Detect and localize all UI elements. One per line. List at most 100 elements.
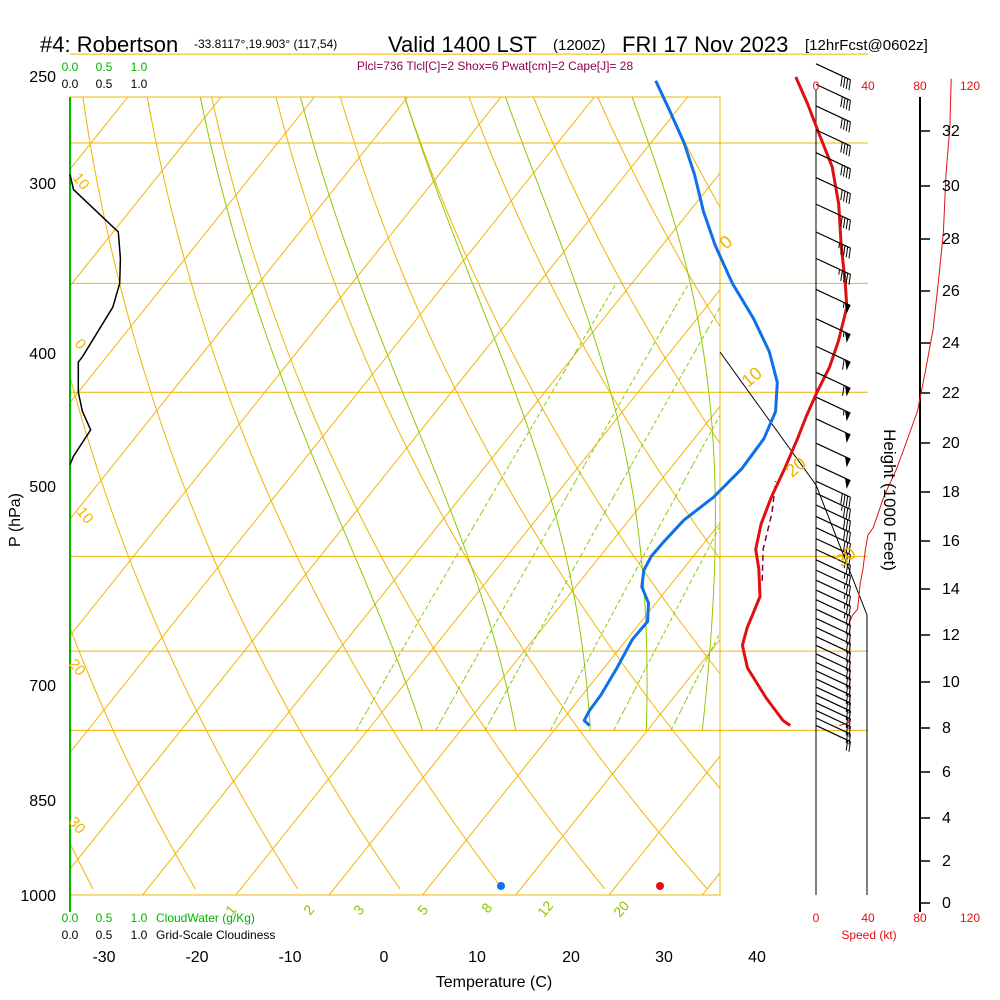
wind-barb (815, 345, 851, 371)
moist-adiabat-line (484, 609, 487, 613)
moist-adiabat-line (369, 593, 373, 597)
dry-adiabat-line (158, 416, 163, 426)
dry-adiabat-line (626, 792, 634, 802)
speed-tick-label: 80 (913, 79, 927, 93)
dry-adiabat-line (634, 680, 642, 690)
dry-adiabat-line (666, 360, 673, 370)
mixing-ratio-line (623, 699, 630, 711)
dry-adiabat-line (594, 496, 601, 506)
moist-adiabat-line (549, 497, 553, 502)
dry-adiabat-line (244, 800, 250, 810)
dry-adiabat-line (291, 544, 296, 554)
dry-adiabat-line (418, 136, 422, 146)
dry-adiabat-line (512, 632, 519, 642)
dry-adiabat-line (88, 136, 91, 146)
dry-adiabat-line (354, 504, 360, 514)
wind-barb (815, 702, 851, 730)
mixing-ratio-line (658, 512, 668, 528)
moist-adiabat-line (320, 476, 324, 482)
dry-adiabat-line (551, 424, 557, 434)
moist-adiabat-line (322, 174, 326, 183)
wind-barb-flag (840, 118, 843, 129)
dry-adiabat-line (350, 496, 356, 506)
dry-adiabat-line (571, 184, 577, 194)
dry-adiabat-line (587, 216, 592, 226)
wind-barb-shaft (815, 504, 851, 522)
dry-adiabat-line (391, 576, 398, 586)
temperature-line (740, 76, 849, 727)
moist-adiabat-line (273, 356, 277, 363)
wind-barb-flag (848, 193, 851, 205)
moist-adiabat-line (632, 100, 638, 110)
dry-adiabat-line (242, 432, 247, 442)
cloudwater-tick-label: 0.5 (96, 60, 113, 74)
isotherm-line (69, 96, 688, 870)
dry-adiabat-line (331, 624, 337, 634)
mixing-ratio-line (529, 411, 542, 431)
y-axis-title: P (hPa) (7, 493, 24, 547)
dry-adiabat-line (236, 416, 241, 426)
dry-adiabat-line (625, 544, 633, 554)
dry-adiabat-line (707, 184, 713, 194)
moist-adiabat-line (371, 596, 374, 600)
dry-adiabat-line (703, 536, 711, 546)
dry-adiabat-line (520, 368, 526, 378)
moist-adiabat-line (559, 531, 562, 536)
moist-adiabat-line (277, 367, 281, 373)
moist-adiabat-line (502, 673, 505, 677)
dry-adiabat-line (252, 456, 257, 466)
dry-adiabat-line (317, 424, 322, 434)
moist-adiabat-line (413, 126, 418, 136)
moist-adiabat-line (507, 694, 510, 698)
wind-barb (815, 257, 851, 285)
wind-barb-half-flag (843, 613, 846, 619)
mixing-ratio-line (583, 656, 590, 669)
dry-adiabat-line (706, 304, 713, 314)
moist-adiabat-line (354, 556, 357, 561)
moist-adiabat-line (421, 438, 424, 444)
moist-adiabat-line (256, 307, 260, 314)
dry-adiabat-line (174, 664, 179, 674)
dry-adiabat-line (560, 440, 567, 450)
moist-adiabat-line (435, 472, 438, 478)
speed-tick-label: 120 (960, 911, 980, 925)
dry-adiabat-line (209, 736, 215, 746)
moist-adiabat-line (215, 166, 219, 175)
moist-adiabat-line (515, 126, 520, 136)
dry-adiabat-line (517, 640, 524, 650)
dry-adiabat-line (156, 624, 161, 634)
moist-adiabat-line (626, 460, 629, 465)
isotherm-line (69, 96, 222, 287)
dry-adiabat-line (514, 208, 519, 218)
cloudiness-label: Grid-Scale Cloudiness (156, 928, 275, 942)
moist-adiabat-line (545, 203, 549, 212)
dry-adiabat-line (615, 136, 621, 146)
moist-adiabat-line (306, 442, 310, 448)
cloudwater-line (69, 174, 122, 465)
dry-adiabat-line (72, 848, 78, 858)
mixing-ratio-line (540, 527, 550, 543)
mixing-ratio-line (506, 678, 514, 690)
moist-adiabat-line (352, 264, 356, 272)
dry-adiabat-line (583, 208, 588, 218)
dry-adiabat-line (239, 208, 243, 218)
moist-adiabat-line (417, 429, 421, 435)
dry-adiabat-line (254, 256, 258, 266)
dry-adiabat-line (142, 368, 147, 378)
isotherm-line (69, 96, 595, 753)
moist-adiabat-line (539, 189, 544, 198)
moist-adiabat-line (692, 295, 695, 302)
moist-adiabat-line (338, 225, 342, 233)
mixing-ratio-line (601, 283, 617, 308)
dry-adiabat-line (429, 168, 434, 178)
dry-adiabat-line (474, 712, 481, 722)
dry-adiabat-line (599, 504, 606, 514)
dry-adiabat-line (114, 264, 118, 274)
dry-adiabat-line (440, 512, 446, 522)
dry-adiabat-line (358, 672, 364, 682)
dry-adiabat-line (652, 824, 660, 834)
dry-adiabat-line (339, 96, 344, 106)
moist-adiabat-line (336, 218, 340, 226)
wind-barb-shaft (815, 702, 851, 720)
dry-adiabat-line (596, 752, 603, 762)
